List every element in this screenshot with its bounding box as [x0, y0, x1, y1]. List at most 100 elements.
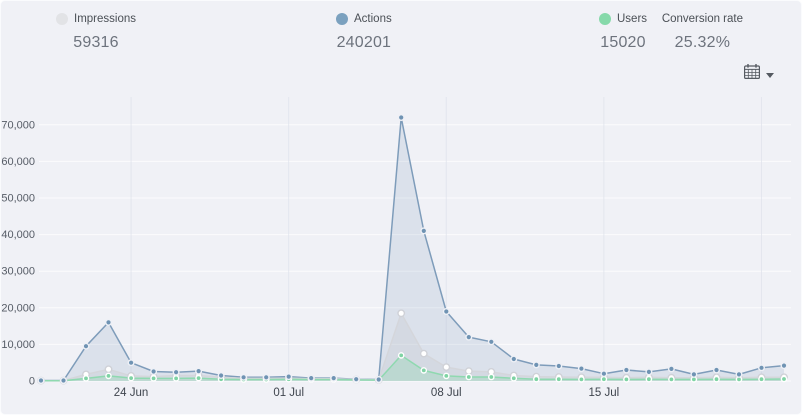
stat-label: Conversion rate	[661, 13, 743, 25]
series-actions-point[interactable]	[37, 377, 45, 385]
stat-value: 240201	[336, 34, 392, 51]
series-actions-point[interactable]	[60, 377, 68, 385]
series-users-point[interactable]	[150, 375, 157, 382]
actions-legend-dot	[336, 13, 348, 25]
stats-bar: Impressions 59316 Actions 240201 Users 1…	[1, 1, 801, 59]
stat-label: Actions	[354, 13, 392, 25]
stat-value: 25.32%	[674, 34, 731, 51]
series-actions-point[interactable]	[622, 366, 630, 374]
y-axis-label: 70,000	[1, 119, 35, 131]
series-impressions-area	[41, 313, 784, 381]
x-axis-label: 08 Jul	[431, 387, 462, 399]
stat-value: 15020	[600, 34, 646, 51]
series-actions-point[interactable]	[442, 307, 450, 315]
series-actions-point[interactable]	[150, 368, 158, 376]
series-actions-point[interactable]	[375, 376, 383, 384]
chart-toolbar	[1, 59, 801, 89]
series-actions-point[interactable]	[217, 372, 225, 380]
series-users-point[interactable]	[533, 375, 540, 383]
series-actions-point[interactable]	[510, 355, 518, 363]
series-actions-point[interactable]	[577, 365, 585, 373]
series-actions-point[interactable]	[82, 342, 90, 350]
x-axis-label: 15 Jul	[589, 387, 620, 399]
y-axis-label: 10,000	[1, 339, 35, 351]
stat-actions: Actions 240201	[336, 11, 392, 52]
series-actions-point[interactable]	[532, 361, 540, 369]
series-actions-point[interactable]	[758, 364, 766, 372]
series-users-point[interactable]	[82, 375, 90, 382]
series-users-point[interactable]	[780, 375, 788, 383]
series-actions-area	[41, 117, 784, 381]
series-users-point[interactable]	[195, 374, 202, 382]
series-impressions-line	[41, 312, 784, 382]
series-actions-point[interactable]	[104, 318, 112, 326]
series-users-point[interactable]	[397, 352, 405, 359]
series-users-point[interactable]	[465, 373, 473, 381]
series-actions-point[interactable]	[645, 368, 653, 376]
y-axis-label: 30,000	[1, 266, 35, 278]
series-actions-point[interactable]	[600, 370, 608, 378]
series-actions-point[interactable]	[555, 362, 563, 370]
dropdown-caret-icon	[766, 72, 774, 78]
series-actions-point[interactable]	[172, 368, 180, 376]
series-actions-point[interactable]	[330, 374, 338, 382]
series-actions-point[interactable]	[780, 362, 788, 370]
calendar-icon	[743, 63, 761, 85]
series-users-point[interactable]	[668, 376, 675, 383]
stat-label: Users	[617, 13, 648, 25]
series-actions-point[interactable]	[735, 370, 743, 378]
series-actions-point[interactable]	[420, 227, 428, 235]
series-actions-point[interactable]	[352, 375, 360, 383]
series-users-point[interactable]	[105, 372, 112, 380]
stat-value: 59316	[73, 34, 119, 51]
series-users-point[interactable]	[420, 367, 428, 374]
series-users-point[interactable]	[578, 376, 585, 383]
series-actions-point[interactable]	[690, 370, 698, 378]
series-impressions-point[interactable]	[419, 349, 428, 358]
series-actions-point[interactable]	[465, 333, 473, 341]
series-impressions-point[interactable]	[464, 367, 473, 375]
x-axis-label: 24 Jun	[114, 387, 149, 399]
stat-users: Users 15020	[599, 11, 647, 52]
x-axis-label: 01 Jul	[273, 387, 304, 399]
series-impressions-point[interactable]	[397, 309, 406, 318]
y-axis-label: 0	[29, 376, 35, 388]
chart-canvas[interactable]: 0 10,000 20,000 30,000 40,000 50,000 60,000 70,…	[1, 89, 801, 414]
series-impressions-point[interactable]	[442, 363, 451, 371]
series-users-point[interactable]	[487, 373, 495, 381]
series-actions-point[interactable]	[285, 373, 293, 381]
chart-area: 0 10,000 20,000 30,000 40,000 50,000 60,000 70,…	[1, 89, 801, 414]
series-actions-line	[41, 116, 785, 382]
date-range-button[interactable]	[740, 61, 777, 87]
series-actions-point[interactable]	[713, 366, 721, 374]
series-actions-point[interactable]	[397, 114, 405, 122]
series-users-line	[41, 354, 785, 382]
series-actions-point[interactable]	[667, 365, 675, 373]
series-users-point[interactable]	[442, 372, 450, 380]
series-actions-point[interactable]	[307, 374, 315, 382]
series-users-point[interactable]	[713, 375, 720, 383]
series-actions-point[interactable]	[195, 367, 203, 375]
series-users-point[interactable]	[510, 374, 518, 382]
series-actions-point[interactable]	[262, 373, 270, 381]
impressions-legend-dot	[56, 13, 68, 25]
users-legend-dot	[599, 13, 611, 25]
y-axis-label: 20,000	[1, 302, 35, 314]
series-actions-point[interactable]	[240, 373, 248, 381]
series-users-area	[41, 355, 784, 381]
series-users-point[interactable]	[623, 376, 630, 383]
series-users-point[interactable]	[600, 375, 608, 383]
stat-conversion-rate: Conversion rate 25.32%	[662, 11, 743, 52]
series-users-point[interactable]	[127, 374, 135, 382]
series-users-point[interactable]	[645, 375, 653, 383]
series-impressions-point[interactable]	[104, 365, 113, 374]
stat-impressions: Impressions 59316	[56, 11, 136, 52]
series-actions-point[interactable]	[487, 338, 495, 346]
series-users-point[interactable]	[555, 375, 563, 383]
y-axis-label: 60,000	[1, 156, 35, 168]
series-users-point[interactable]	[758, 375, 765, 383]
series-actions-point[interactable]	[127, 359, 135, 367]
series-users-point[interactable]	[172, 375, 180, 382]
stat-label: Impressions	[74, 13, 136, 25]
